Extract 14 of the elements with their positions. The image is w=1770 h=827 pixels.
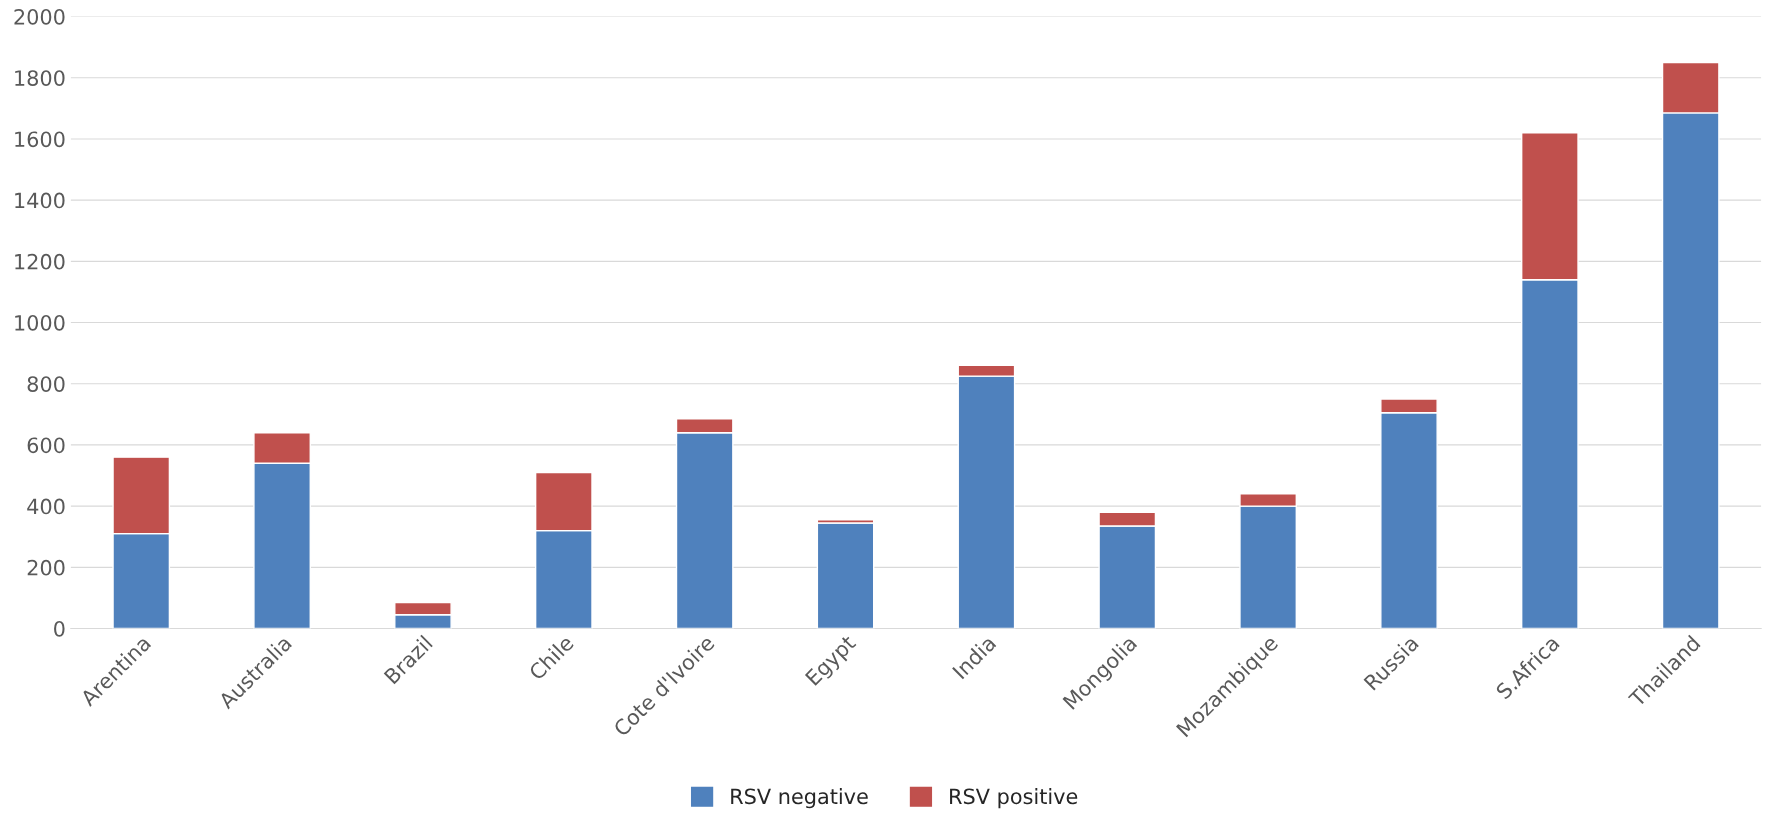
- y-tick-label: 1400: [15, 192, 65, 209]
- y-tick-label: 1000: [15, 314, 65, 331]
- bar: [816, 522, 875, 629]
- y-tick-label: 800: [27, 376, 65, 392]
- y-tick-label: 600: [27, 437, 65, 454]
- y-tick-label: 1200: [15, 253, 65, 270]
- y-tick-label: 200: [27, 559, 65, 576]
- legend-label: RSV negative: [731, 788, 868, 809]
- legend-label: RSV positive: [950, 788, 1078, 809]
- y-tick-label: 400: [27, 498, 65, 515]
- y-tick-label: 0: [54, 620, 65, 637]
- y-tick-label: 1600: [15, 131, 65, 148]
- y-tick-label: 1800: [15, 70, 65, 86]
- y-tick-label: 2000: [14, 8, 65, 25]
